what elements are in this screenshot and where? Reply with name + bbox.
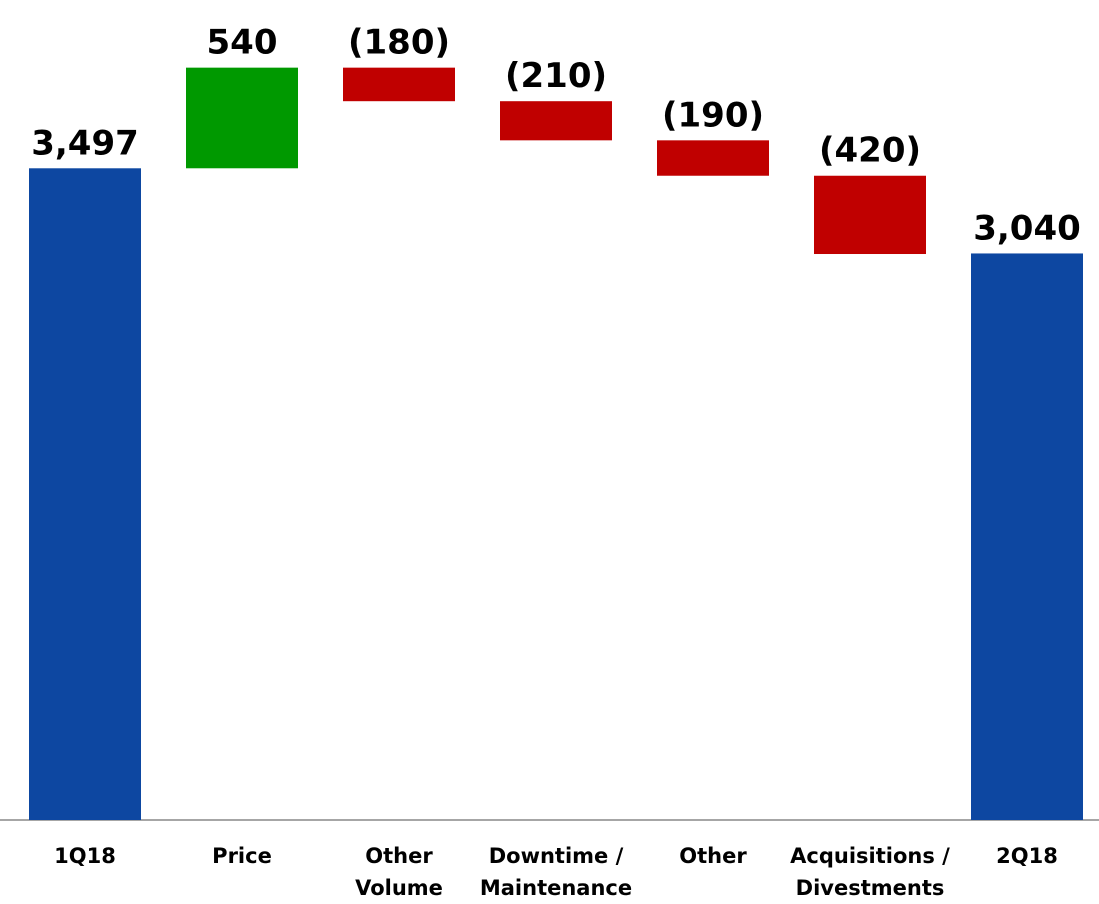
x-tick-label: Other Volume [355,844,443,900]
value-label: 3,040 [973,208,1081,248]
x-tick-label: Acquisitions / Divestments [790,844,950,900]
bar [814,175,926,255]
value-label: 3,497 [31,123,139,163]
x-tick-label: 1Q18 [54,844,116,868]
bar [657,140,769,176]
x-tick-label: 2Q18 [996,844,1058,868]
bar [186,67,298,169]
value-label: (420) [819,131,921,171]
value-label: (180) [348,23,450,63]
value-label: (210) [505,56,607,96]
bar [29,168,141,820]
bar [971,253,1083,821]
x-tick-label: Other [679,844,747,868]
x-tick-label: Downtime / Maintenance [479,844,633,900]
value-label: (190) [662,95,764,135]
bar [500,101,612,141]
x-tick-label: Price [212,844,272,868]
bar [343,67,455,102]
value-label: 540 [207,23,278,63]
